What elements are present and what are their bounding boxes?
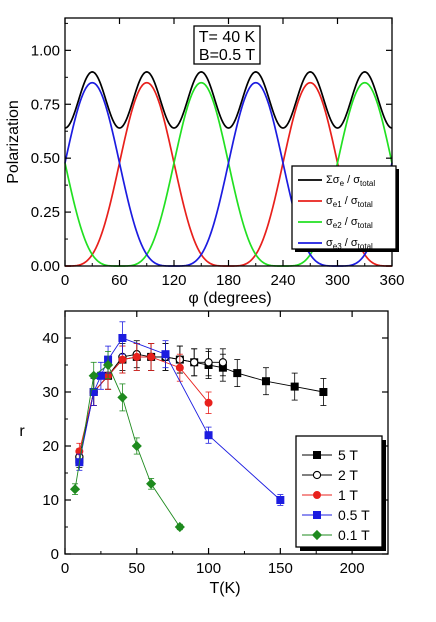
polarization-y-tick-label: 0.50 <box>31 150 60 167</box>
ratio-series-line <box>78 356 209 452</box>
ratio-legend: 5 T 2 T 1 T 0.5 T 0.1 T <box>295 435 386 551</box>
data-point <box>276 495 285 504</box>
polarization-legend-label-part: total <box>358 200 373 209</box>
ratio-x-tick-label: 0 <box>61 560 69 577</box>
data-point <box>204 358 213 367</box>
polarization-x-tick-label: 300 <box>325 272 350 289</box>
annotation-field: B=0.5 T <box>199 47 255 64</box>
data-point <box>233 369 242 378</box>
polarization-legend-label-part: total <box>360 179 375 188</box>
data-point <box>146 478 157 489</box>
ratio-legend-label: 1 T <box>338 487 358 503</box>
polarization-curve-sum <box>64 71 393 129</box>
polarization-legend-label-part: σ <box>326 195 333 207</box>
data-point <box>204 431 213 440</box>
ratio-legend-marker <box>312 490 321 499</box>
ratio-ticks: 0 50 100 150 200 0 10 20 30 40 <box>42 311 388 577</box>
data-point <box>161 350 170 359</box>
polarization-legend-label-part: / σ <box>344 174 360 186</box>
data-point <box>174 521 185 533</box>
ratio-x-tick-label: 150 <box>268 560 293 577</box>
data-point <box>103 359 114 371</box>
polarization-legend-label-part: Σσ <box>326 174 340 186</box>
ratio-x-tick-label: 200 <box>340 560 365 577</box>
polarization-x-tick-label: 360 <box>379 272 404 289</box>
polarization-legend-label-part: / σ <box>342 216 358 228</box>
ratio-plot-frame <box>64 310 389 555</box>
data-point <box>190 358 199 367</box>
polarization-x-tick-label: 240 <box>270 272 295 289</box>
ratio-legend-marker <box>311 529 323 541</box>
polarization-x-tick-label: 180 <box>216 272 241 289</box>
polarization-y-tick-label: 0.25 <box>31 204 60 221</box>
ratio-y-tick-label: 0 <box>51 546 59 563</box>
data-point <box>118 355 127 364</box>
polarization-legend-label: Σσe / σtotal <box>326 174 375 188</box>
ratio-x-tick-label: 50 <box>128 560 145 577</box>
data-point <box>175 363 184 372</box>
data-point <box>319 387 328 396</box>
ratio-x-label: T(K) <box>209 580 240 597</box>
ratio-legend-marker <box>312 510 321 519</box>
ratio-legend-marker <box>312 470 322 480</box>
polarization-y-label: Polarization <box>5 100 22 184</box>
data-point <box>131 440 142 452</box>
data-point <box>118 333 127 342</box>
data-point <box>218 358 228 367</box>
polarization-legend-label-part: σ <box>326 237 333 249</box>
polarization-y-tick-label: 1.00 <box>31 42 60 59</box>
polarization-ticks: 0 60 120 180 240 300 360 0.00 0.25 0.50 0.75 1.00 <box>31 18 405 289</box>
ratio-series-line <box>78 356 324 460</box>
ratio-legend-label: 5 T <box>338 447 358 463</box>
ratio-legend-label: 0.1 T <box>338 527 370 543</box>
data-point <box>117 392 128 403</box>
polarization-legend-label-part: total <box>358 242 373 251</box>
data-point <box>132 352 141 361</box>
polarization-legend-label-part: / σ <box>342 237 358 249</box>
ratio-legend-label: 2 T <box>338 467 358 483</box>
ratio-y-tick-label: 40 <box>42 330 59 347</box>
ratio-series <box>69 321 328 533</box>
data-point <box>290 382 299 391</box>
polarization-x-tick-label: 60 <box>111 272 128 289</box>
polarization-x-label: φ (degrees) <box>188 290 271 307</box>
ratio-y-tick-label: 30 <box>42 384 59 401</box>
ratio-y-label: r <box>19 423 25 440</box>
polarization-legend-label-part: total <box>358 221 373 230</box>
ratio-legend-label: 0.5 T <box>338 507 370 523</box>
ratio-y-tick-label: 10 <box>42 492 59 509</box>
data-point <box>69 484 81 495</box>
polarization-x-tick-label: 120 <box>161 272 186 289</box>
annotation-temperature: T= 40 K <box>199 29 256 46</box>
polarization-legend-label-part: e2 <box>333 221 342 230</box>
polarization-y-tick-label: 0.00 <box>31 258 60 275</box>
polarization-legend-label: σe2 / σtotal <box>326 216 373 230</box>
ratio-series-4 <box>69 351 185 533</box>
ratio-legend-marker <box>312 450 321 459</box>
polarization-legend-label-part: e <box>340 179 345 188</box>
polarization-legend-label-part: / σ <box>342 195 358 207</box>
polarization-legend-label-part: e1 <box>333 200 342 209</box>
polarization-y-tick-label: 0.75 <box>31 96 60 113</box>
data-point <box>261 377 270 386</box>
polarization-panel: 0 60 120 180 240 300 360 0.00 0.25 0.50 0.75 1.00 P… <box>5 17 405 307</box>
polarization-x-tick-label: 0 <box>61 272 69 289</box>
polarization-legend-label: σe3 / σtotal <box>326 237 373 251</box>
polarization-legend-label-part: e3 <box>333 242 342 251</box>
ratio-y-tick-label: 20 <box>42 438 59 455</box>
polarization-legend-label: σe1 / σtotal <box>326 195 373 209</box>
data-point <box>204 398 213 407</box>
polarization-legend-label-part: σ <box>326 216 333 228</box>
data-point <box>147 352 156 361</box>
ratio-x-tick-label: 100 <box>196 560 221 577</box>
condition-annotation: T= 40 K B=0.5 T <box>193 25 261 65</box>
ratio-panel: 0 50 100 150 200 0 10 20 30 40 r T(K) 5 T 2 T 1 T 0.… <box>19 310 389 597</box>
data-point <box>88 370 99 381</box>
